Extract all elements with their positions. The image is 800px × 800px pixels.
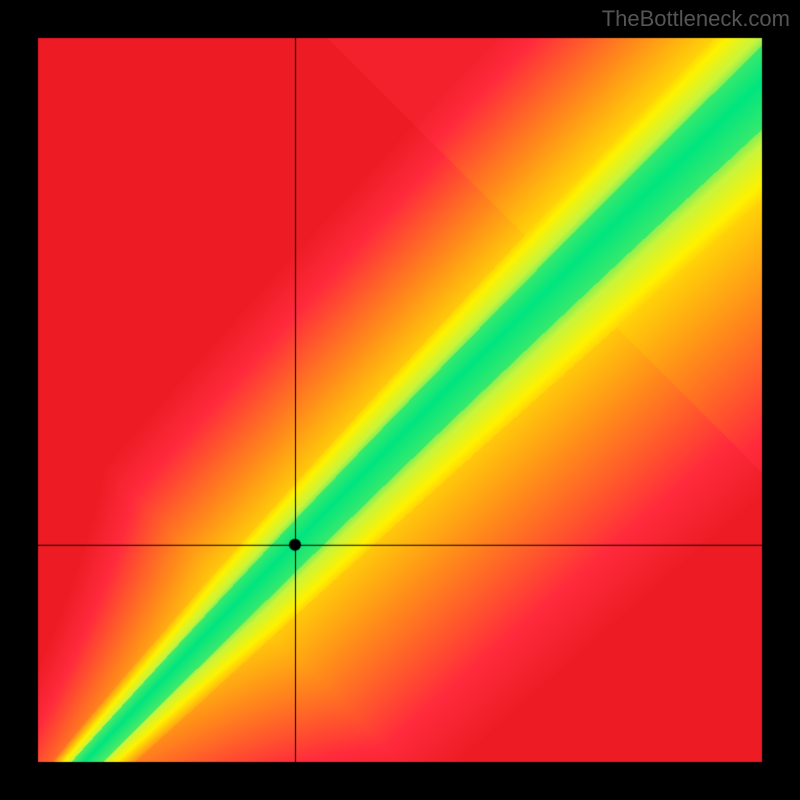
chart-container: TheBottleneck.com	[0, 0, 800, 800]
bottleneck-heatmap	[0, 0, 800, 800]
watermark-text: TheBottleneck.com	[602, 6, 790, 32]
